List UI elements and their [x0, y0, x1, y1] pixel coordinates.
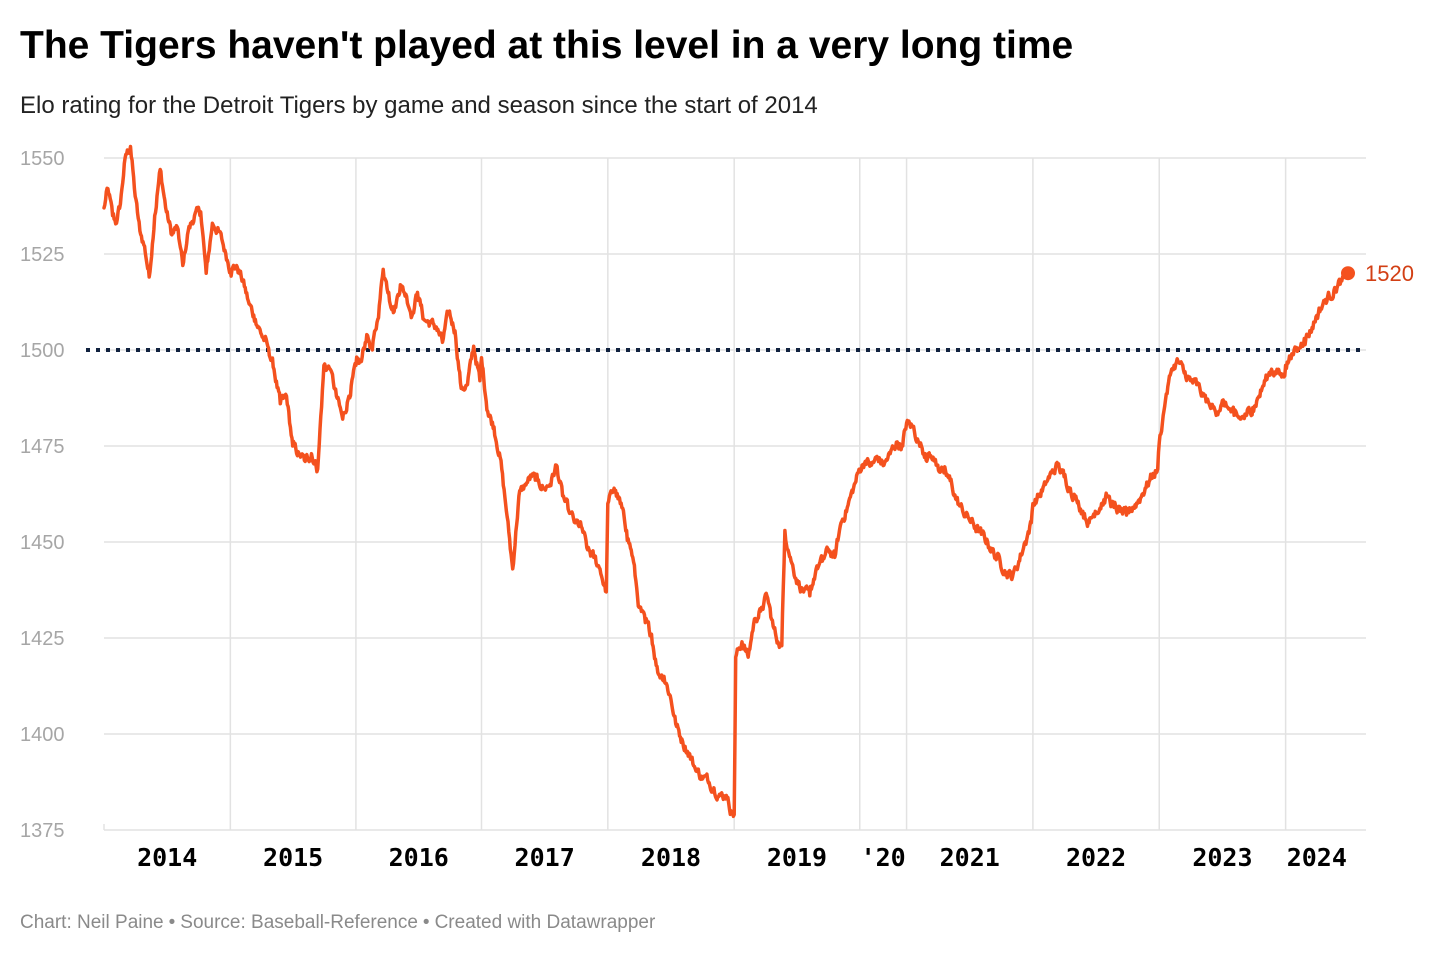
season-label: 2021: [940, 843, 1000, 872]
latest-value-label: 1520: [1365, 261, 1414, 286]
season-label: 2019: [767, 843, 827, 872]
footer-separator: •: [422, 912, 430, 933]
chart-subtitle: Elo rating for the Detroit Tigers by gam…: [20, 92, 818, 119]
chart-title: The Tigers haven't played at this level …: [20, 24, 1074, 67]
season-label: 2017: [515, 843, 575, 872]
season-label: 2015: [263, 843, 323, 872]
chart-credit: Chart: Neil Paine: [20, 912, 164, 933]
season-label: '20: [861, 843, 906, 872]
elo-rating-line: [102, 144, 1350, 819]
season-label: 2018: [641, 843, 701, 872]
y-tick-label: 1450: [20, 532, 65, 554]
footer-separator: •: [168, 912, 176, 933]
y-gridlines: [104, 157, 1366, 831]
y-tick-label: 1375: [20, 820, 65, 842]
y-tick-label: 1400: [20, 724, 65, 746]
season-label: 2016: [389, 843, 449, 872]
made-with: Created with Datawrapper: [434, 912, 656, 933]
y-tick-label: 1525: [20, 244, 65, 266]
season-label: 2022: [1066, 843, 1126, 872]
y-tick-label: 1500: [20, 340, 65, 362]
season-gridlines: [103, 158, 1287, 830]
y-tick-label: 1425: [20, 628, 65, 650]
season-labels: 2014 2015 2016 2017 2018 2019 '20 2021 2022 2023 2…: [137, 843, 1347, 872]
chart-source: Source: Baseball-Reference: [180, 912, 418, 933]
season-label: 2024: [1287, 843, 1347, 872]
y-tick-label: 1475: [20, 436, 65, 458]
season-label: 2023: [1192, 843, 1252, 872]
chart-footer: Chart: Neil Paine • Source: Baseball-Refer…: [20, 910, 655, 936]
y-axis-ticks: 1375 1400 1425 1450 1475 1500 1525 1550: [20, 148, 65, 842]
latest-point-marker: [1341, 266, 1355, 281]
season-label: 2014: [137, 843, 197, 872]
y-tick-label: 1550: [20, 148, 65, 170]
